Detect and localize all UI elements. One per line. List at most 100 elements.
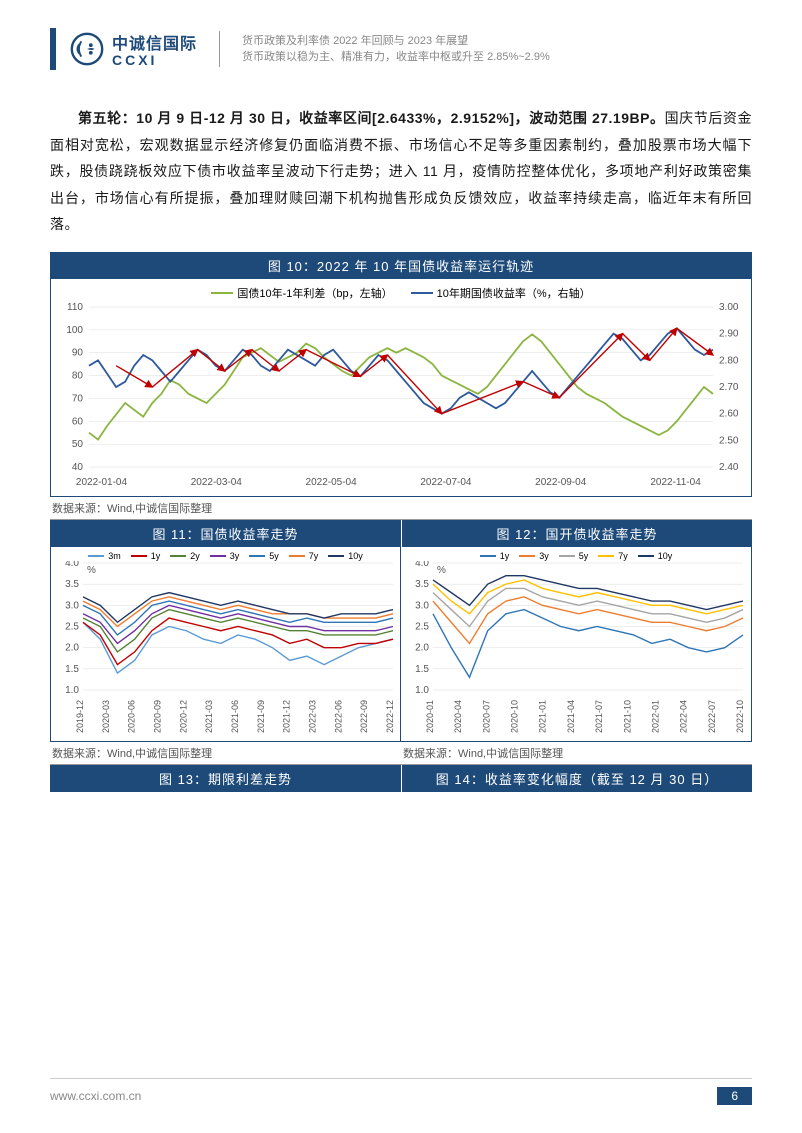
- legend-line-yield: [411, 292, 433, 294]
- svg-text:2022-11-04: 2022-11-04: [650, 477, 701, 488]
- svg-text:2.5: 2.5: [65, 621, 79, 632]
- chart10-container: 图 10：2022 年 10 年国债收益率运行轨迹 国债10年-1年利差（bp，…: [50, 252, 752, 520]
- chart13-col: 图 13：期限利差走势: [50, 765, 401, 792]
- svg-text:40: 40: [72, 462, 84, 473]
- svg-text:2.60: 2.60: [719, 409, 739, 420]
- chart11-source: 数据来源：Wind,中诚信国际整理: [50, 742, 401, 765]
- svg-text:2020-06: 2020-06: [127, 700, 137, 733]
- svg-text:2.90: 2.90: [719, 329, 739, 340]
- header-divider: [219, 31, 220, 67]
- svg-text:2019-12: 2019-12: [75, 700, 85, 733]
- main-paragraph: 第五轮：10 月 9 日-12 月 30 日，收益率区间[2.6433%，2.9…: [50, 105, 752, 238]
- svg-text:2020-03: 2020-03: [101, 700, 111, 733]
- svg-text:2020-09: 2020-09: [153, 700, 163, 733]
- svg-text:3.0: 3.0: [415, 600, 429, 611]
- svg-text:2022-07: 2022-07: [707, 700, 717, 733]
- svg-text:2022-05-04: 2022-05-04: [306, 477, 358, 488]
- chart10-area: 国债10年-1年利差（bp，左轴） 10年期国债收益率（%，右轴） 40 50 60…: [50, 279, 752, 497]
- svg-text:2022-06: 2022-06: [333, 700, 343, 733]
- chart10-legend: 国债10年-1年利差（bp，左轴） 10年期国债收益率（%，右轴）: [51, 279, 751, 303]
- chart10-svg: 4050607080901001102.402.502.602.702.802.…: [51, 303, 751, 493]
- logo-text-cn: 中诚信国际: [112, 30, 197, 54]
- svg-text:2022-07-04: 2022-07-04: [420, 477, 472, 488]
- svg-text:2021-01: 2021-01: [538, 700, 548, 733]
- legend-label-1: 国债10年-1年利差（bp，左轴）: [237, 285, 392, 301]
- logo-block: 中诚信国际 CCXI: [68, 30, 197, 68]
- logo-text-en: CCXI: [112, 52, 197, 68]
- svg-text:1.5: 1.5: [415, 664, 429, 675]
- chart10-legend-item-2: 10年期国债收益率（%，右轴）: [411, 285, 591, 301]
- header-accent-bar: [50, 28, 56, 70]
- svg-text:50: 50: [72, 439, 84, 450]
- chart14-col: 图 14：收益率变化幅度（截至 12 月 30 日）: [401, 765, 752, 792]
- para-highlight: 第五轮：10 月 9 日-12 月 30 日，收益率区间[2.6433%，2.9…: [78, 110, 665, 126]
- svg-text:3.0: 3.0: [65, 600, 79, 611]
- svg-text:2022-12: 2022-12: [385, 700, 395, 733]
- chart11-col: 图 11：国债收益率走势 3m1y2y3y5y7y10y 1.01.52.02.…: [50, 520, 401, 765]
- svg-text:2022-03: 2022-03: [308, 700, 318, 733]
- svg-text:2021-12: 2021-12: [282, 700, 292, 733]
- svg-text:2022-09: 2022-09: [359, 700, 369, 733]
- svg-text:70: 70: [72, 393, 84, 404]
- chart12-svg: 1.01.52.02.53.03.54.0%2020-012020-042020…: [401, 561, 751, 734]
- svg-text:3.5: 3.5: [415, 579, 429, 590]
- svg-text:2022-10: 2022-10: [735, 700, 745, 733]
- svg-text:2.80: 2.80: [719, 355, 739, 366]
- svg-text:4.0: 4.0: [65, 561, 79, 569]
- chart12-source: 数据来源：Wind,中诚信国际整理: [401, 742, 752, 765]
- chart10-source: 数据来源：Wind,中诚信国际整理: [50, 497, 752, 520]
- svg-text:3.5: 3.5: [65, 579, 79, 590]
- svg-text:2.5: 2.5: [415, 621, 429, 632]
- svg-text:3.00: 3.00: [719, 303, 739, 313]
- svg-text:2.0: 2.0: [65, 643, 79, 654]
- svg-text:%: %: [87, 565, 96, 576]
- svg-text:2020-07: 2020-07: [481, 700, 491, 733]
- ccxi-logo-icon: [68, 30, 106, 68]
- svg-text:2021-09: 2021-09: [256, 700, 266, 733]
- svg-text:2021-06: 2021-06: [230, 700, 240, 733]
- footer-url: www.ccxi.com.cn: [50, 1089, 141, 1103]
- legend-line-spread: [211, 292, 233, 294]
- svg-text:2022-01: 2022-01: [650, 700, 660, 733]
- svg-text:2022-03-04: 2022-03-04: [191, 477, 243, 488]
- chart12-area: 1y3y5y7y10y 1.01.52.02.53.03.54.0%2020-0…: [401, 547, 752, 742]
- svg-text:2020-04: 2020-04: [453, 700, 463, 733]
- chart11-title: 图 11：国债收益率走势: [50, 520, 401, 547]
- chart10-title: 图 10：2022 年 10 年国债收益率运行轨迹: [50, 252, 752, 279]
- svg-text:100: 100: [66, 325, 83, 336]
- chart12-legend: 1y3y5y7y10y: [401, 547, 751, 561]
- chart10-legend-item-1: 国债10年-1年利差（bp，左轴）: [211, 285, 392, 301]
- svg-text:2022-09-04: 2022-09-04: [535, 477, 587, 488]
- svg-text:2.0: 2.0: [415, 643, 429, 654]
- chart12-col: 图 12：国开债收益率走势 1y3y5y7y10y 1.0 1.5 2.0 2.5 3.…: [401, 520, 752, 765]
- chart11-area: 3m1y2y3y5y7y10y 1.01.52.02.53.03.54.0%20…: [50, 547, 401, 742]
- svg-text:2020-12: 2020-12: [178, 700, 188, 733]
- svg-text:60: 60: [72, 416, 84, 427]
- svg-text:2021-03: 2021-03: [204, 700, 214, 733]
- para-rest: 国庆节后资金面相对宽松，宏观数据显示经济修复仍面临消费不振、市场信心不足等多重因…: [50, 110, 752, 232]
- svg-text:2.50: 2.50: [719, 435, 739, 446]
- page-footer: www.ccxi.com.cn 6: [50, 1078, 752, 1105]
- subtitle-line2: 货币政策以稳为主、精准有力，收益率中枢或升至 2.85%~2.9%: [242, 49, 550, 66]
- page-number: 6: [717, 1087, 752, 1105]
- svg-text:2021-04: 2021-04: [566, 700, 576, 733]
- chart12-title: 图 12：国开债收益率走势: [401, 520, 752, 547]
- svg-text:2.40: 2.40: [719, 462, 739, 473]
- chart-row-11-12: 图 11：国债收益率走势 3m1y2y3y5y7y10y 1.0 1.5 2.0 2.…: [50, 520, 752, 765]
- svg-text:2.70: 2.70: [719, 382, 739, 393]
- svg-text:1.0: 1.0: [65, 685, 79, 696]
- chart11-legend: 3m1y2y3y5y7y10y: [51, 547, 400, 561]
- page-content: 第五轮：10 月 9 日-12 月 30 日，收益率区间[2.6433%，2.9…: [0, 80, 802, 792]
- chart14-title: 图 14：收益率变化幅度（截至 12 月 30 日）: [401, 765, 752, 792]
- svg-text:80: 80: [72, 371, 84, 382]
- chart-row-13-14: 图 13：期限利差走势 图 14：收益率变化幅度（截至 12 月 30 日）: [50, 765, 752, 792]
- svg-text:2022-04: 2022-04: [679, 700, 689, 733]
- svg-text:2022-01-04: 2022-01-04: [76, 477, 128, 488]
- header-subtitle: 货币政策及利率债 2022 年回顾与 2023 年展望 货币政策以稳为主、精准有…: [242, 33, 550, 66]
- svg-text:1.0: 1.0: [415, 685, 429, 696]
- subtitle-line1: 货币政策及利率债 2022 年回顾与 2023 年展望: [242, 33, 550, 50]
- chart11-svg: 1.01.52.02.53.03.54.0%2019-122020-032020…: [51, 561, 401, 734]
- svg-text:4.0: 4.0: [415, 561, 429, 569]
- svg-text:2020-10: 2020-10: [510, 700, 520, 733]
- svg-text:2020-01: 2020-01: [425, 700, 435, 733]
